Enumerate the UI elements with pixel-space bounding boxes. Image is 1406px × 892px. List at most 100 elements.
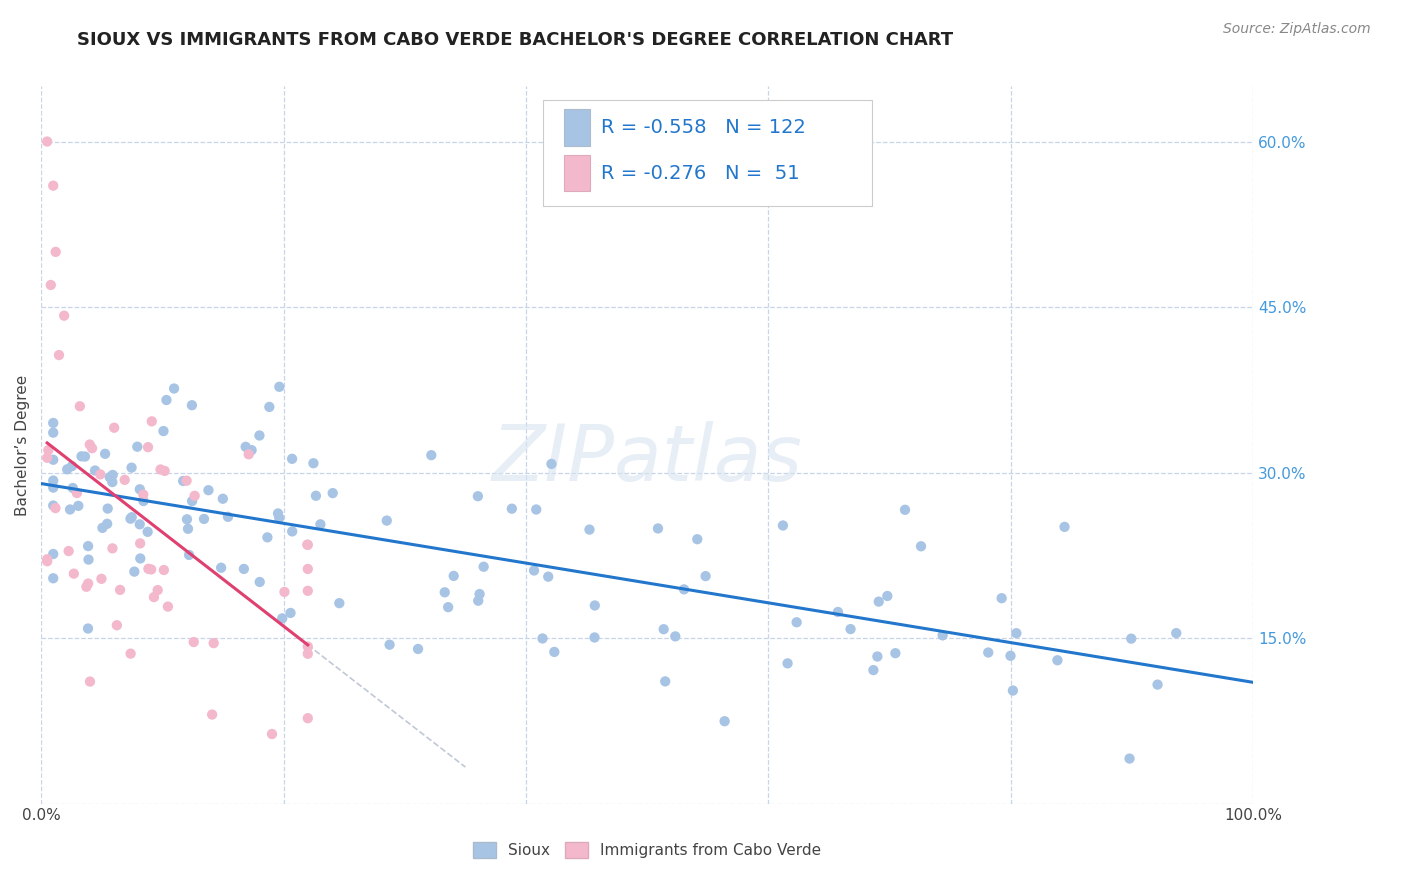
Point — [108, 582, 131, 597]
Text: SIOUX VS IMMIGRANTS FROM CABO VERDE BACHELOR'S DEGREE CORRELATION CHART: SIOUX VS IMMIGRANTS FROM CABO VERDE BACH… — [77, 31, 953, 49]
Point — [269, 511, 291, 525]
Point — [647, 521, 669, 535]
Point — [70, 450, 93, 464]
Point — [267, 507, 290, 521]
Point — [181, 398, 204, 412]
Point — [77, 552, 100, 566]
Point — [378, 638, 401, 652]
Point — [868, 594, 890, 608]
Point — [249, 574, 271, 589]
Point — [37, 450, 59, 465]
Point — [152, 424, 174, 438]
Point — [66, 486, 89, 500]
Point — [238, 447, 260, 461]
Y-axis label: Bachelor’s Degree: Bachelor’s Degree — [15, 375, 30, 516]
Point — [467, 593, 489, 607]
Point — [73, 450, 96, 464]
Point — [42, 499, 65, 513]
Point — [280, 606, 302, 620]
Point — [1166, 626, 1188, 640]
Point — [136, 524, 159, 539]
Point — [652, 622, 675, 636]
Point — [322, 486, 344, 500]
Point — [37, 554, 59, 568]
Point — [120, 512, 142, 526]
Point — [578, 523, 600, 537]
Point — [543, 645, 565, 659]
Point — [211, 491, 233, 506]
Point — [876, 589, 898, 603]
Legend: Sioux, Immigrants from Cabo Verde: Sioux, Immigrants from Cabo Verde — [467, 836, 828, 864]
Point — [129, 551, 152, 566]
Point — [776, 657, 799, 671]
Point — [1146, 677, 1168, 691]
Point — [249, 428, 271, 442]
Point — [53, 309, 76, 323]
Point — [281, 524, 304, 539]
Point — [79, 674, 101, 689]
Point — [686, 533, 709, 547]
Point — [37, 443, 59, 458]
Point — [77, 576, 100, 591]
Point — [271, 611, 294, 625]
Point — [524, 502, 547, 516]
Point — [406, 642, 429, 657]
Point — [60, 459, 83, 474]
Point — [217, 509, 239, 524]
Point — [101, 541, 124, 556]
Point — [862, 663, 884, 677]
Point — [433, 585, 456, 599]
Point — [42, 547, 65, 561]
Point — [472, 559, 495, 574]
Point — [977, 646, 1000, 660]
Point — [673, 582, 696, 597]
Point — [59, 502, 82, 516]
Point — [297, 583, 319, 598]
Point — [128, 517, 150, 532]
Point — [1000, 648, 1022, 663]
Point — [114, 473, 136, 487]
Point — [129, 536, 152, 550]
Point — [37, 135, 59, 149]
Point — [138, 562, 160, 576]
Point — [156, 599, 179, 614]
Point — [375, 514, 398, 528]
Point — [1046, 653, 1069, 667]
Point — [305, 489, 328, 503]
Point — [146, 583, 169, 598]
Point — [101, 475, 124, 489]
Point — [103, 420, 125, 434]
Point — [89, 467, 111, 482]
Point — [42, 178, 65, 193]
Point — [297, 538, 319, 552]
Point — [1118, 751, 1140, 765]
Point — [97, 501, 120, 516]
Point — [664, 629, 686, 643]
Point — [537, 570, 560, 584]
Point — [141, 414, 163, 428]
Text: R = -0.276   N =  51: R = -0.276 N = 51 — [600, 163, 800, 183]
Point — [121, 460, 143, 475]
Point — [297, 640, 319, 654]
Point — [62, 481, 84, 495]
Point — [172, 474, 194, 488]
Point — [468, 587, 491, 601]
Point — [45, 244, 67, 259]
Point — [42, 474, 65, 488]
Point — [56, 462, 79, 476]
Point — [121, 510, 143, 524]
Point — [80, 442, 103, 456]
Point — [183, 635, 205, 649]
Point — [910, 539, 932, 553]
Point — [256, 530, 278, 544]
Point — [139, 562, 162, 576]
Point — [120, 647, 142, 661]
Point — [695, 569, 717, 583]
Point — [177, 548, 200, 562]
Point — [281, 451, 304, 466]
Point — [69, 399, 91, 413]
Point — [259, 400, 281, 414]
Point — [58, 544, 80, 558]
Text: Source: ZipAtlas.com: Source: ZipAtlas.com — [1223, 22, 1371, 37]
Point — [42, 481, 65, 495]
